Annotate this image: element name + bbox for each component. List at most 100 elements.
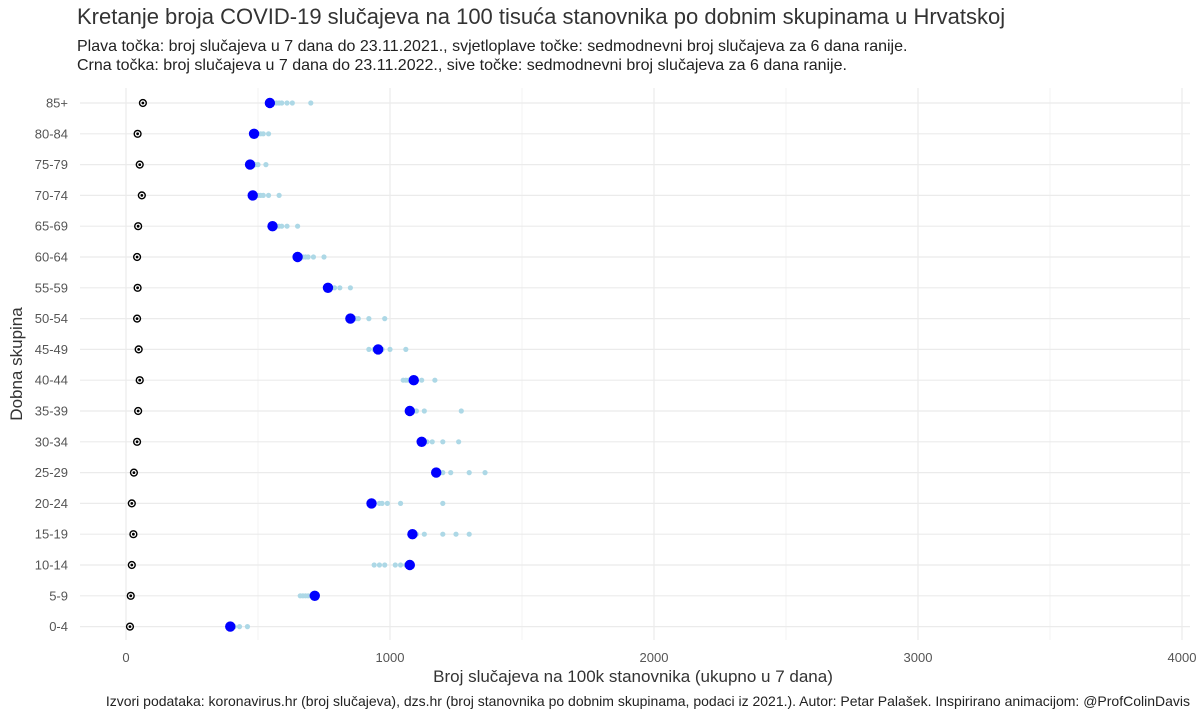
y-tick-label: 75-79	[35, 157, 68, 172]
x-tick-labels: 0 1000 2000 3000 4000	[122, 650, 1196, 665]
point-previous-2021	[397, 562, 404, 568]
point-previous-2021	[466, 531, 472, 537]
y-tick-label: 5-9	[49, 588, 68, 603]
x-tick-label: 1000	[376, 650, 405, 665]
point-current-2021	[309, 590, 320, 601]
point-previous-2021	[392, 562, 398, 568]
point-current-2022-core	[132, 471, 136, 474]
point-current-2021	[407, 529, 418, 540]
point-previous-2021	[429, 439, 435, 445]
point-previous-2021	[384, 500, 390, 506]
point-previous-2021	[265, 192, 272, 198]
y-tick-labels: 0-4 5-9 10-14 15-19 20-24 25-29 30-34 35-39 40-4…	[35, 96, 68, 635]
point-current-2021	[322, 282, 334, 293]
point-previous-2021	[244, 624, 251, 630]
point-previous-2021	[295, 223, 301, 229]
point-previous-2021	[448, 470, 454, 476]
point-current-2022-core	[135, 255, 139, 259]
point-previous-2021	[273, 100, 280, 106]
point-current-2022-core	[140, 194, 144, 197]
point-current-2021	[416, 436, 427, 447]
point-current-2021	[248, 128, 260, 139]
chart-subtitle-line-2: Crna točka: broj slučajeva u 7 dana do 2…	[77, 57, 847, 74]
y-tick-label: 45-49	[35, 342, 68, 357]
point-previous-2021	[466, 470, 472, 476]
point-previous-2021	[387, 346, 393, 352]
point-previous-2021	[284, 100, 290, 106]
point-previous-2021	[432, 377, 438, 383]
point-previous-2021	[400, 377, 406, 383]
point-previous-2021	[453, 531, 459, 537]
point-previous-2021	[289, 100, 295, 106]
point-current-2021	[225, 621, 236, 632]
point-previous-2021	[419, 377, 425, 383]
point-previous-2021	[236, 624, 243, 630]
x-tick-label: 4000	[1168, 650, 1197, 665]
y-tick-label: 25-29	[35, 465, 68, 480]
point-current-2021	[345, 313, 356, 324]
point-current-2022-core	[136, 224, 140, 228]
point-current-2022-core	[131, 532, 135, 536]
point-previous-2021	[347, 285, 353, 291]
y-tick-label: 60-64	[35, 250, 68, 265]
point-previous-2021	[382, 562, 388, 568]
point-current-2021	[366, 498, 377, 509]
y-tick-label: 40-44	[35, 373, 68, 388]
y-tick-label: 55-59	[35, 280, 68, 295]
point-previous-2021	[265, 131, 272, 137]
point-current-2022-core	[138, 378, 142, 382]
point-current-2022-core	[130, 502, 134, 505]
point-previous-2021	[308, 100, 314, 106]
point-previous-2021	[456, 439, 462, 445]
point-previous-2021	[376, 500, 383, 506]
point-previous-2021	[440, 500, 446, 506]
point-previous-2021	[403, 346, 409, 352]
point-previous-2021	[376, 562, 383, 568]
x-tick-label: 3000	[904, 650, 933, 665]
chart-title: Kretanje broja COVID-19 slučajeva na 100…	[77, 4, 1006, 29]
point-current-2021	[244, 159, 256, 170]
x-axis-title: Broj slučajeva na 100k stanovnika (ukupn…	[433, 667, 833, 686]
point-current-2021	[264, 97, 276, 109]
point-current-2022-core	[138, 163, 142, 167]
point-current-2022-core	[136, 409, 140, 413]
y-tick-label: 35-39	[35, 404, 68, 419]
y-tick-label: 20-24	[35, 496, 68, 511]
point-current-2022-core	[141, 101, 145, 105]
data-points	[125, 97, 488, 632]
y-tick-label: 80-84	[35, 126, 68, 141]
point-current-2021	[431, 467, 442, 478]
point-current-2021	[247, 190, 258, 201]
y-tick-label: 65-69	[35, 219, 68, 234]
point-current-2022-core	[128, 625, 132, 628]
point-current-2021	[292, 251, 303, 263]
point-current-2022-core	[136, 132, 140, 136]
point-current-2022-core	[129, 594, 133, 598]
point-current-2022-core	[130, 563, 134, 567]
point-previous-2021	[440, 531, 446, 537]
point-previous-2021	[366, 316, 372, 322]
point-previous-2021	[382, 316, 388, 322]
point-previous-2021	[263, 162, 269, 168]
y-tick-label: 30-34	[35, 434, 68, 449]
chart-caption: Izvori podataka: koronavirus.hr (broj sl…	[105, 693, 1190, 709]
point-previous-2021	[284, 223, 290, 229]
point-previous-2021	[421, 531, 427, 537]
point-previous-2021	[482, 470, 488, 476]
y-axis-title: Dobna skupina	[7, 307, 26, 421]
chart-subtitle-line-1: Plava točka: broj slučajeva u 7 dana do …	[77, 38, 908, 55]
x-tick-label: 2000	[640, 650, 669, 665]
point-current-2022-core	[135, 317, 139, 320]
point-current-2022-core	[135, 440, 139, 444]
point-previous-2021	[458, 408, 464, 414]
point-previous-2021	[421, 408, 427, 414]
point-current-2021	[404, 559, 415, 571]
point-current-2022-core	[137, 348, 141, 351]
point-previous-2021	[371, 562, 377, 568]
point-current-2021	[267, 221, 278, 232]
point-previous-2021	[397, 500, 404, 506]
x-tick-label: 0	[122, 650, 129, 665]
y-tick-label: 85+	[46, 96, 68, 111]
point-current-2021	[372, 344, 384, 355]
